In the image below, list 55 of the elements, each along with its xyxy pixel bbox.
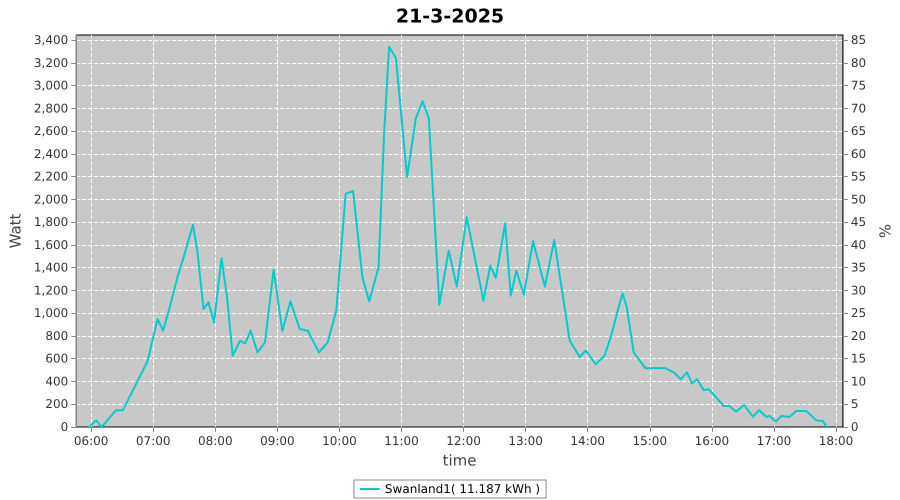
y-tick-label: 1,200 xyxy=(34,283,68,298)
y-tick-label: 1,000 xyxy=(34,306,68,320)
legend-label: Swanland1( 11.187 kWh ) xyxy=(384,482,540,496)
x-tick-label: 07:00 xyxy=(136,434,171,448)
y-tick-label: 3,000 xyxy=(34,78,68,93)
y-tick-label: 1,800 xyxy=(34,215,68,230)
x-tick-label: 08:00 xyxy=(198,434,233,448)
y2-tick-label: 55 xyxy=(850,170,866,184)
y2-axis-title: % xyxy=(876,224,894,238)
x-tick-label: 15:00 xyxy=(632,434,668,448)
y-tick-label: 2,800 xyxy=(34,101,68,116)
y2-tick-label: 15 xyxy=(850,352,866,366)
y2-tick-label: 30 xyxy=(850,283,866,298)
y-axis-title: Watt xyxy=(6,213,24,248)
x-tick-label: 11:00 xyxy=(384,434,419,448)
line-series xyxy=(88,46,828,428)
x-axis-title: time xyxy=(442,452,476,470)
y2-tick-label: 50 xyxy=(850,192,866,206)
x-tick-label: 10:00 xyxy=(322,434,357,448)
y-tick-label: 2,400 xyxy=(34,146,68,161)
y2-tick-label: 25 xyxy=(850,306,866,320)
x-tick-label: 13:00 xyxy=(508,434,543,448)
y-tick-label: 2,200 xyxy=(34,170,68,184)
y2-tick-label: 10 xyxy=(850,374,866,388)
y2-tick-label: 85 xyxy=(850,33,866,48)
x-tick-label: 17:00 xyxy=(756,434,792,448)
y-tick-label: 200 xyxy=(45,397,68,412)
chart-title: 21-3-2025 xyxy=(396,6,504,28)
y2-tick-label: 40 xyxy=(850,238,866,252)
x-tick-label: 18:00 xyxy=(818,434,854,448)
y-tick-label: 1,600 xyxy=(34,238,68,252)
y-tick-label: 0 xyxy=(60,420,68,434)
y2-tick-label: 75 xyxy=(850,78,866,93)
x-tick-label: 16:00 xyxy=(694,434,730,448)
x-tick-label: 06:00 xyxy=(74,434,108,448)
y2-tick-label: 20 xyxy=(850,328,866,343)
y2-tick-label: 65 xyxy=(850,124,866,138)
x-tick-label: 09:00 xyxy=(260,434,295,448)
y2-tick-label: 60 xyxy=(850,146,866,161)
y-tick-label: 400 xyxy=(45,374,68,388)
x-tick-label: 12:00 xyxy=(446,434,481,448)
y-tick-label: 600 xyxy=(45,352,68,366)
y2-tick-label: 70 xyxy=(850,101,866,116)
y-tick-label: 3,200 xyxy=(34,56,68,70)
y2-tick-label: 0 xyxy=(850,420,858,434)
y2-tick-label: 80 xyxy=(850,56,866,70)
y-tick-label: 800 xyxy=(45,328,68,343)
y2-tick-label: 45 xyxy=(850,215,866,230)
y-tick-label: 1,400 xyxy=(34,260,68,275)
y-tick-label: 2,000 xyxy=(34,192,68,206)
y2-tick-label: 5 xyxy=(850,397,858,412)
y2-tick-label: 35 xyxy=(850,260,866,275)
y-tick-label: 2,600 xyxy=(34,124,68,138)
x-tick-label: 14:00 xyxy=(570,434,606,448)
y-tick-label: 3,400 xyxy=(34,33,68,48)
